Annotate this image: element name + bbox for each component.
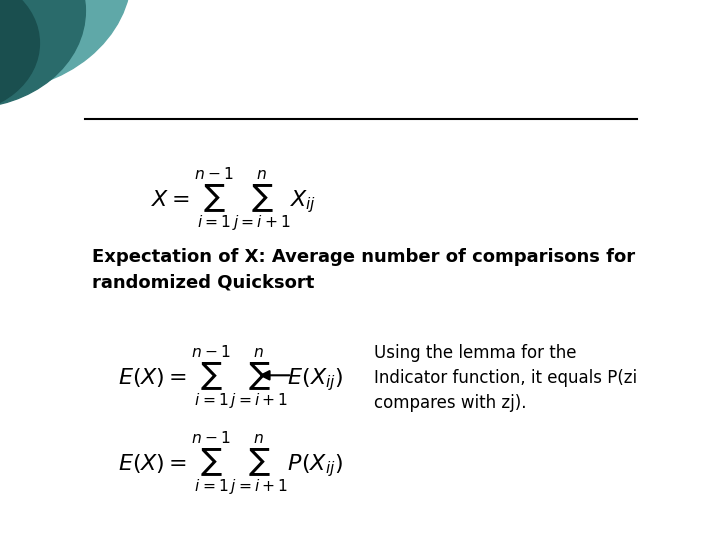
Text: $E(X) = \sum_{i=1}^{n-1} \sum_{j=i+1}^{n} E(X_{ij})$: $E(X) = \sum_{i=1}^{n-1} \sum_{j=i+1}^{n… [118,344,344,412]
Text: $X = \sum_{i=1}^{n-1} \sum_{j=i+1}^{n} X_{ij}$: $X = \sum_{i=1}^{n-1} \sum_{j=i+1}^{n} X… [151,166,316,234]
Text: $E(X) = \sum_{i=1}^{n-1} \sum_{j=i+1}^{n} P(X_{ij})$: $E(X) = \sum_{i=1}^{n-1} \sum_{j=i+1}^{n… [118,430,343,498]
Circle shape [0,0,86,108]
Text: Using the lemma for the
Indicator function, it equals P(zi
compares with zj).: Using the lemma for the Indicator functi… [374,344,637,412]
Text: Expectation of X: Average number of comparisons for
randomized Quicksort: Expectation of X: Average number of comp… [92,248,635,292]
Circle shape [0,0,131,92]
Circle shape [0,0,40,113]
